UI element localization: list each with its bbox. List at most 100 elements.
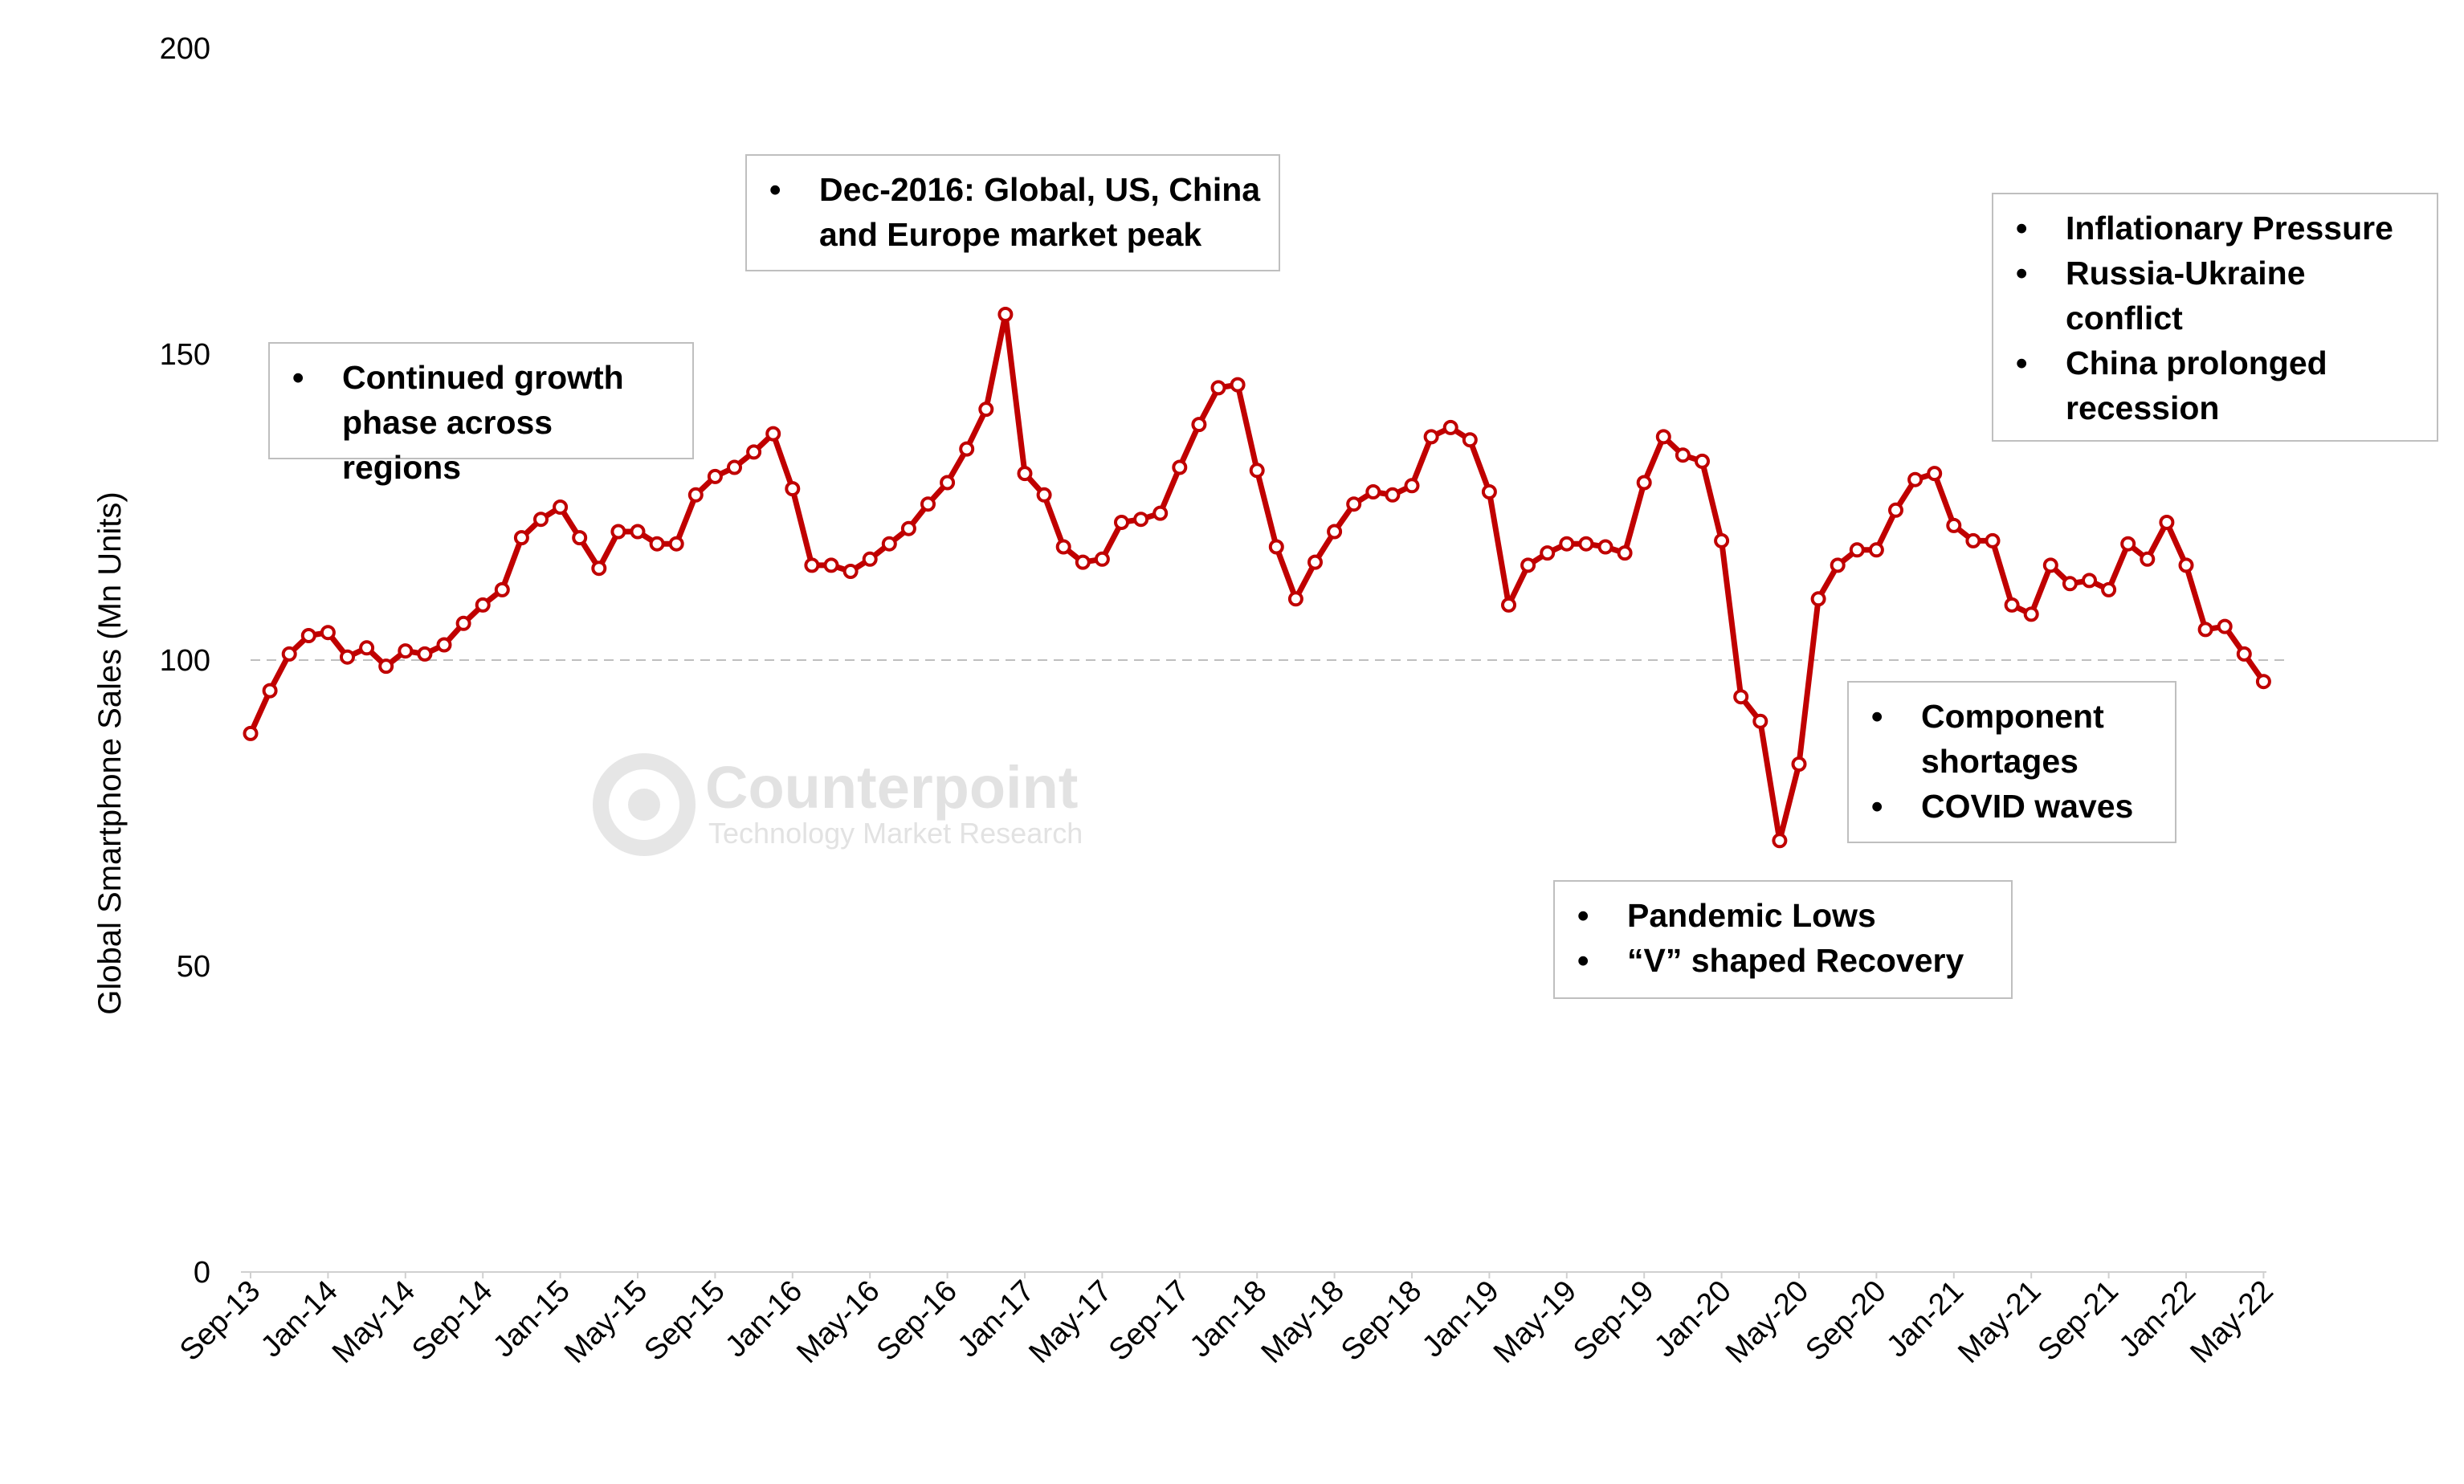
y-tick-label: 150 [160,338,210,372]
series-point [900,520,916,536]
series-point [1230,377,1246,393]
series-point [300,628,316,643]
series-point [1520,557,1536,573]
x-tick-label: Sep-16 [871,1274,964,1368]
y-axis-label: Global Smartphone Sales (Mn Units) [92,491,128,1014]
annotation-component-item: COVID waves [1871,784,2157,829]
series-point [475,597,491,613]
series-point [2255,674,2271,690]
x-tick-label: Sep-21 [2032,1274,2125,1368]
series-point [1540,545,1556,561]
watermark: Counterpoint Technology Market Research [593,753,1083,856]
series-point [2140,551,2156,567]
series-point [2159,515,2175,530]
series-point [804,557,820,573]
series-point [1210,380,1226,396]
series-point [2197,622,2213,638]
series-point [1752,713,1768,729]
y-tick-label: 100 [160,644,210,678]
annotation-inflation-item: Russia-Ukraine conflict [2016,251,2419,340]
series-markers [243,307,2271,849]
series-point [320,625,336,641]
series-point [2042,557,2058,573]
annotation-growth-item: Continued growth phase across regions [292,355,675,490]
x-tick-label: May-18 [1255,1274,1351,1370]
series-point [1733,689,1749,705]
series-point [1017,466,1033,482]
y-tick-label: 200 [160,32,210,66]
series-point [862,551,878,567]
series-point [1714,532,1730,548]
series-point [978,402,994,418]
series-point [1172,459,1188,475]
series-point [1481,484,1497,499]
series-point [1849,542,1865,558]
series-point [1423,429,1439,445]
annotation-inflation: Inflationary Pressure Russia-Ukraine con… [1992,193,2438,442]
series-point [1772,833,1788,849]
x-tick-label: May-16 [790,1274,886,1370]
x-tick-label: May-15 [558,1274,654,1370]
annotation-peak: Dec-2016: Global, US, China and Europe m… [745,154,1280,271]
series-point [455,615,471,631]
annotation-growth-list: Continued growth phase across regions [292,355,675,490]
series-point [378,658,394,675]
series-point [572,530,588,546]
series-point [513,530,529,546]
x-tick-label: May-19 [1487,1274,1583,1370]
series-point [1346,496,1362,512]
series-point [2178,557,2194,573]
series-point [1946,517,1962,533]
annotation-component-list: Component shortages COVID waves [1871,694,2157,829]
series-point [1287,591,1303,607]
annotation-pandemic: Pandemic Lows “V” shaped Recovery [1553,880,2013,999]
series-point [281,646,297,662]
series-point [1695,453,1710,469]
series-point [1810,591,1826,607]
series-point [359,640,375,656]
x-axis-ticks: Sep-13Jan-14May-14Sep-14Jan-15May-15Sep-… [173,1272,2280,1370]
series-point [2101,581,2117,597]
watermark-logo-icon [593,753,696,856]
series-point [765,426,781,442]
series-point [1307,554,1323,570]
x-tick-label: May-20 [1719,1274,1815,1370]
series-point [553,499,569,515]
series-point [1617,545,1633,561]
x-tick-label: May-22 [2184,1274,2279,1370]
series-point [1152,505,1169,521]
series-point [1268,539,1284,555]
series-point [1985,532,2001,548]
x-tick-label: May-21 [1952,1274,2047,1370]
x-tick-label: May-17 [1022,1274,1118,1370]
series-point [1404,478,1420,494]
annotation-inflation-item: Inflationary Pressure [2016,206,2419,251]
series-point [823,557,839,573]
series-point [1868,542,1884,558]
y-tick-label: 50 [177,950,210,984]
series-point [591,561,607,577]
annotation-pandemic-item: “V” shaped Recovery [1577,938,1993,983]
series-point [1442,419,1458,435]
series-point [494,581,510,597]
series-point [1888,502,1903,518]
annotation-growth: Continued growth phase across regions [268,342,694,486]
series-point [398,643,414,659]
annotation-inflation-list: Inflationary Pressure Russia-Ukraine con… [2016,206,2419,430]
series-point [1501,597,1516,613]
series-point [2082,573,2097,589]
series-point [2062,576,2078,592]
series-point [533,512,549,528]
x-tick-label: Sep-19 [1567,1274,1660,1368]
series-point [1055,539,1071,555]
series-point [1791,756,1807,772]
series-point [1249,463,1265,479]
series-point [959,441,975,457]
series-point [630,524,646,540]
series-point [785,481,801,497]
x-tick-label: Sep-20 [1799,1274,1892,1368]
series-point [1927,466,1943,482]
series-point [1114,515,1129,530]
series-point [2120,536,2136,552]
